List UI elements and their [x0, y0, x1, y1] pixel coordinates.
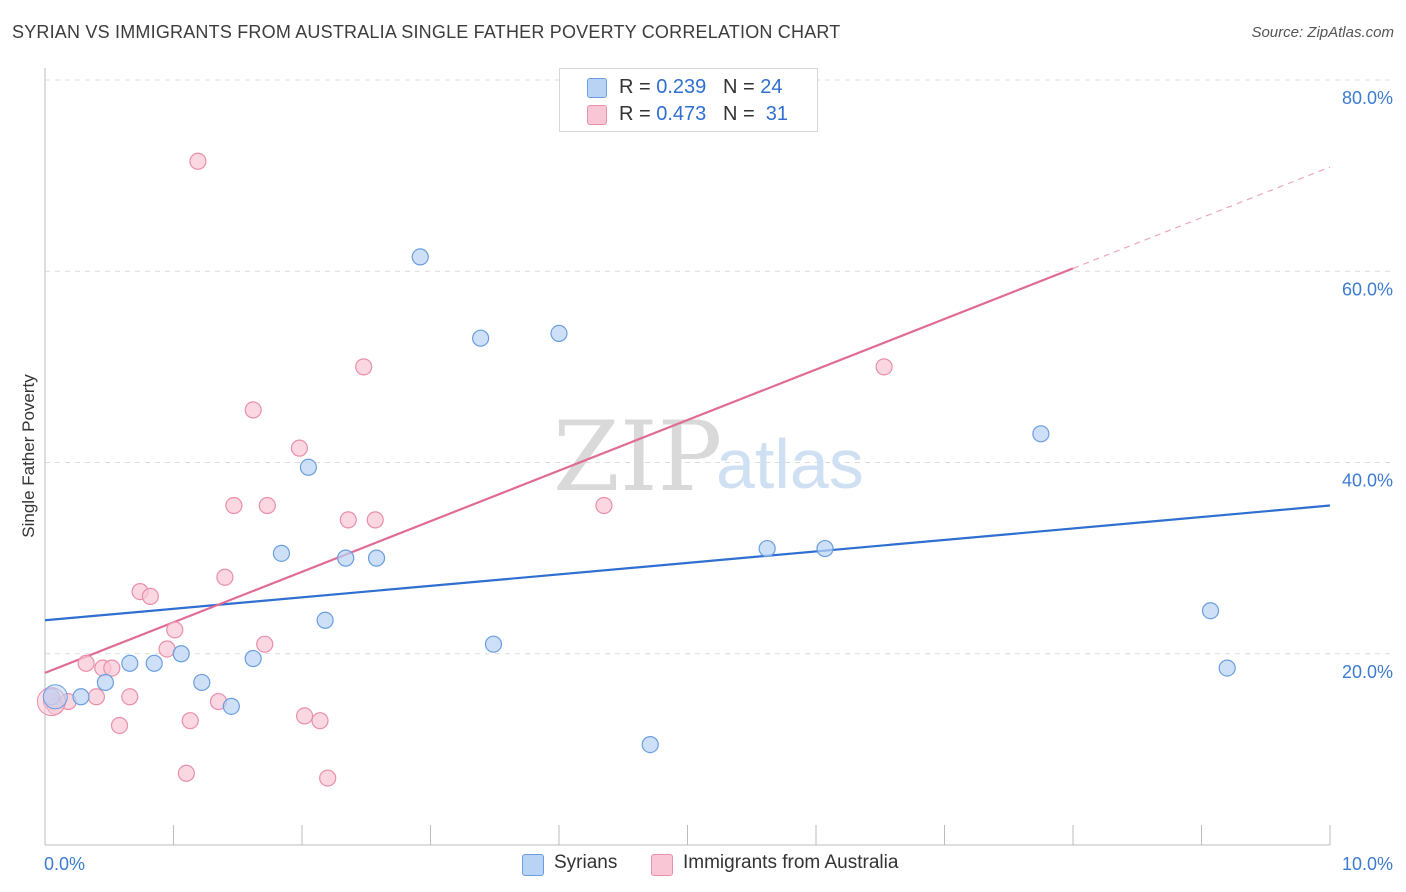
y-tick-label: 20.0%	[1342, 662, 1393, 682]
syrians-point	[1032, 425, 1050, 443]
australia-point	[595, 496, 613, 515]
australia-point	[77, 654, 95, 672]
watermark: ZIP atlas	[553, 401, 864, 513]
syrians-point	[121, 654, 139, 672]
syrians-point	[316, 611, 334, 629]
series-legend: Syrians Immigrants from Australia	[0, 852, 1406, 880]
syrians-point	[472, 329, 490, 347]
r-value-australia: 0.473	[656, 103, 707, 125]
x-tick-label: 0.0%	[44, 854, 85, 874]
r-value-syrians: 0.239	[656, 76, 707, 98]
syrians-point	[72, 688, 90, 706]
chart-title: SYRIAN VS IMMIGRANTS FROM AUSTRALIA SING…	[12, 22, 841, 42]
australia-point	[244, 401, 262, 419]
australia-point	[166, 621, 184, 639]
x-tick-labels: 0.0% 10.0%	[44, 854, 1393, 874]
x-tick-label: 10.0%	[1342, 854, 1393, 874]
syrians-point	[96, 673, 114, 692]
y-tick-label: 40.0%	[1342, 471, 1393, 491]
stats-legend: R = 0.239 N = 24 R = 0.473 N = 31	[559, 68, 818, 132]
australia-point	[339, 511, 357, 529]
y-tick-label: 80.0%	[1342, 88, 1393, 108]
syrians-point	[550, 324, 568, 343]
r-label: R =	[619, 103, 651, 125]
syrians-point	[299, 458, 318, 476]
australia-point	[875, 358, 893, 376]
watermark-zip: ZIP	[553, 401, 722, 513]
syrians-legend-swatch	[522, 854, 544, 876]
syrians-point	[1218, 659, 1236, 677]
australia-point	[110, 716, 129, 735]
y-axis-label: Single Father Poverty	[19, 374, 38, 538]
australia-point	[290, 439, 309, 457]
australia-point	[225, 496, 243, 515]
australia-point	[177, 764, 195, 782]
syrians-point	[337, 549, 355, 567]
syrians-point	[816, 539, 834, 558]
australia-trend-extension	[1072, 166, 1331, 269]
syrians-point	[758, 539, 776, 558]
y-tick-labels: 20.0% 40.0% 60.0% 80.0%	[1342, 88, 1393, 682]
syrians-point	[1201, 602, 1220, 620]
australia-point	[189, 152, 207, 170]
n-value-syrians: 24	[760, 76, 783, 98]
australia-point	[87, 688, 106, 706]
watermark-atlas: atlas	[716, 425, 864, 503]
syrians-point	[222, 697, 240, 715]
data-points	[36, 152, 1236, 787]
syrians-point	[193, 673, 211, 692]
syrians-point	[244, 649, 262, 668]
australia-point	[103, 659, 121, 677]
y-tick-label: 60.0%	[1342, 279, 1393, 299]
syrians-point	[411, 248, 429, 266]
r-label: R =	[619, 76, 651, 98]
trend-lines	[44, 166, 1331, 674]
n-value-australia: 31	[765, 103, 789, 125]
australia-point	[311, 712, 329, 730]
grid-lines	[45, 79, 1390, 655]
australia-point	[366, 511, 384, 529]
syrians-point	[484, 635, 503, 653]
australia-point	[355, 358, 373, 376]
n-label: N =	[722, 76, 755, 98]
australia-legend-swatch	[651, 854, 673, 876]
syrians-point	[272, 544, 291, 562]
australia-point	[295, 707, 314, 725]
australia-point	[121, 688, 139, 706]
australia-point	[319, 769, 337, 787]
syrians-trend-line	[44, 504, 1331, 622]
syrians-point	[641, 735, 659, 754]
syrians-cluster-point	[42, 684, 68, 710]
chart-source: Source: ZipAtlas.com	[1251, 24, 1394, 41]
axes	[44, 68, 1331, 846]
syrians-point	[145, 654, 163, 672]
n-label: N =	[722, 103, 755, 125]
legend-label-australia: Immigrants from Australia	[683, 852, 899, 873]
syrians-point	[172, 645, 190, 663]
syrians-point	[367, 549, 386, 567]
australia-point	[141, 587, 159, 605]
australia-point	[258, 496, 276, 515]
australia-point	[216, 568, 234, 586]
legend-label-syrians: Syrians	[554, 852, 618, 873]
syrians-swatch	[587, 78, 607, 98]
australia-point	[256, 635, 274, 653]
australia-trend-line	[44, 267, 1074, 674]
australia-swatch	[587, 105, 607, 125]
australia-point	[181, 712, 199, 730]
